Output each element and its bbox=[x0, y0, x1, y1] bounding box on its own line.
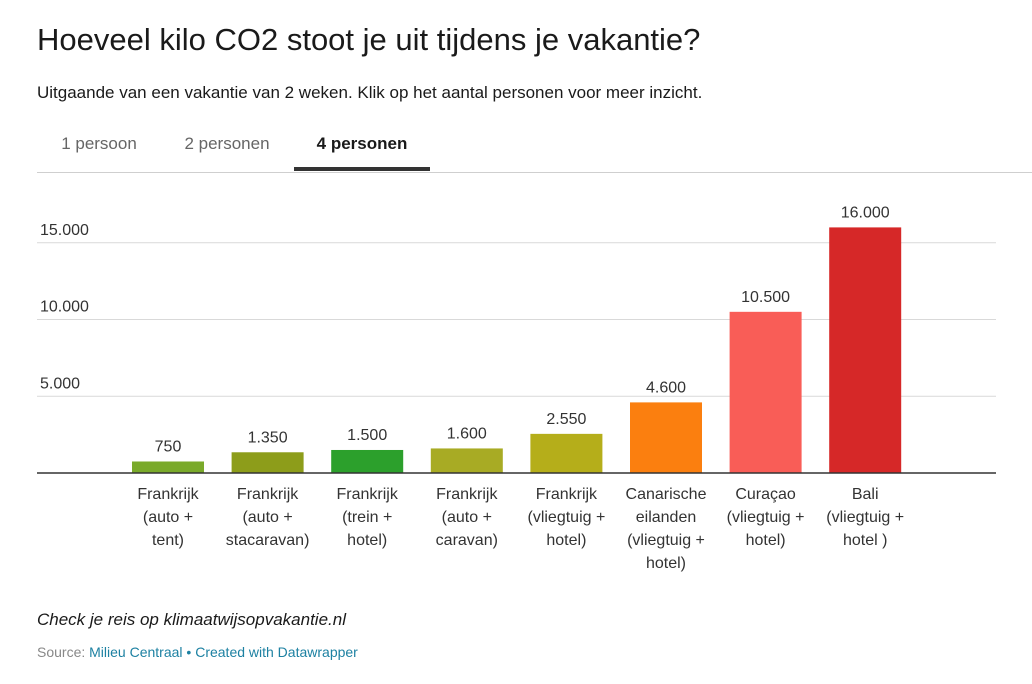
x-tick-label-line: Frankrijk bbox=[237, 486, 299, 503]
bar-value-label: 1.350 bbox=[248, 429, 288, 446]
bar bbox=[729, 311, 802, 473]
y-tick-label: 5.000 bbox=[40, 375, 80, 392]
bar-value-label: 1.600 bbox=[447, 425, 487, 442]
datawrapper-link[interactable]: Created with Datawrapper bbox=[195, 644, 358, 660]
footer-note: Check je reis op klimaatwijsopvakantie.n… bbox=[37, 610, 346, 629]
x-tick-label-line: hotel ) bbox=[843, 532, 887, 549]
bar bbox=[231, 452, 304, 473]
bar-chart: 5.000 10.000 15.000 750 Frankrijk (auto + tent… bbox=[0, 190, 1032, 590]
x-tick-label-line: Canarische bbox=[626, 486, 707, 503]
x-tick-label-line: (vliegtuig + bbox=[826, 509, 904, 526]
x-tick-label-line: tent) bbox=[152, 532, 184, 549]
chart-subtitle: Uitgaande van een vakantie van 2 weken. … bbox=[37, 83, 703, 102]
x-tick-label-line: Curaçao bbox=[735, 486, 796, 503]
x-tick-label-line: (vliegtuig + bbox=[727, 509, 805, 526]
x-tick-label-line: (trein + bbox=[342, 509, 392, 526]
source-line: Source: Milieu Centraal • Created with D… bbox=[37, 644, 358, 660]
x-tick-label: Frankrijk (auto + tent) bbox=[137, 486, 199, 549]
bar-value-label: 1.500 bbox=[347, 427, 387, 444]
source-prefix: Source: bbox=[37, 644, 90, 660]
bar bbox=[630, 402, 702, 473]
x-tick-label-line: (vliegtuig + bbox=[527, 509, 605, 526]
x-tick-label-line: caravan) bbox=[436, 532, 498, 549]
bar-value-label: 10.500 bbox=[741, 289, 790, 306]
y-tick-label: 10.000 bbox=[40, 299, 89, 316]
bar-value-label: 2.550 bbox=[546, 411, 586, 428]
source-separator: • bbox=[182, 644, 196, 660]
x-tick-label-line: hotel) bbox=[646, 555, 686, 572]
x-tick-label-line: Bali bbox=[852, 486, 879, 503]
x-tick-label-line: Frankrijk bbox=[137, 486, 199, 503]
x-tick-label-line: hotel) bbox=[546, 532, 586, 549]
tab-4-personen[interactable]: 4 personen bbox=[294, 128, 430, 171]
x-tick-label-line: hotel) bbox=[746, 532, 786, 549]
x-tick-label-line: (auto + bbox=[442, 509, 492, 526]
y-tick-label: 15.000 bbox=[40, 222, 89, 239]
x-tick-label-line: Frankrijk bbox=[337, 486, 399, 503]
x-tick-label-line: (auto + bbox=[143, 509, 193, 526]
bar bbox=[430, 448, 503, 473]
person-tabs: 1 persoon 2 personen 4 personen bbox=[37, 128, 1032, 173]
x-tick-label-line: Frankrijk bbox=[536, 486, 598, 503]
chart-title: Hoeveel kilo CO2 stoot je uit tijdens je… bbox=[37, 22, 701, 57]
x-tick-label-line: Frankrijk bbox=[436, 486, 498, 503]
tab-1-persoon[interactable]: 1 persoon bbox=[61, 134, 137, 153]
x-tick-label: Frankrijk (auto + caravan) bbox=[436, 486, 499, 549]
x-tick-label-line: hotel) bbox=[347, 532, 387, 549]
bar bbox=[132, 461, 204, 473]
source-link[interactable]: Milieu Centraal bbox=[89, 644, 183, 660]
x-tick-label-line: stacaravan) bbox=[226, 532, 310, 549]
bar-chart-svg: 5.000 10.000 15.000 750 Frankrijk (auto + tent… bbox=[37, 204, 996, 572]
bar-value-label: 750 bbox=[155, 438, 182, 455]
bar bbox=[530, 433, 603, 473]
x-tick-label: Frankrijk (vliegtuig + hotel) bbox=[527, 486, 605, 549]
bar bbox=[829, 227, 902, 473]
x-tick-label: Bali (vliegtuig + hotel ) bbox=[826, 486, 904, 549]
x-tick-label: Frankrijk (auto + stacaravan) bbox=[226, 486, 310, 549]
bar bbox=[331, 449, 404, 473]
x-tick-label: Frankrijk (trein + hotel) bbox=[337, 486, 399, 549]
x-tick-label-line: (auto + bbox=[242, 509, 292, 526]
x-tick-label: Canarische eilanden (vliegtuig + hotel) bbox=[626, 486, 707, 572]
tab-2-personen[interactable]: 2 personen bbox=[184, 134, 270, 153]
bar-value-label: 16.000 bbox=[841, 204, 890, 221]
bar-value-label: 4.600 bbox=[646, 379, 686, 396]
x-tick-label-line: (vliegtuig + bbox=[627, 532, 705, 549]
x-tick-label: Curaçao (vliegtuig + hotel) bbox=[727, 486, 805, 549]
x-tick-label-line: eilanden bbox=[636, 509, 697, 526]
